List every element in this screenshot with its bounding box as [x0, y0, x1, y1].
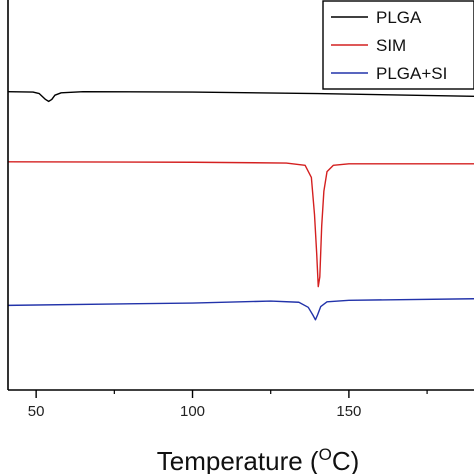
legend: PLGA SIM PLGA+SI: [322, 0, 474, 90]
series-layer: [7, 90, 474, 321]
axes-layer: 50 100 150: [7, 0, 474, 420]
x-axis-title: Temperature (OC): [157, 445, 360, 474]
x-tick-label: 100: [180, 403, 205, 420]
legend-label: SIM: [376, 36, 406, 55]
legend-label: PLGA+SI: [376, 64, 447, 83]
series-line-sim: [7, 161, 474, 288]
legend-label: PLGA: [376, 8, 422, 27]
x-tick-label: 50: [28, 403, 45, 420]
series-line-plga: [7, 90, 474, 103]
x-tick-label: 150: [336, 403, 361, 420]
series-line-plga-si: [7, 298, 474, 321]
